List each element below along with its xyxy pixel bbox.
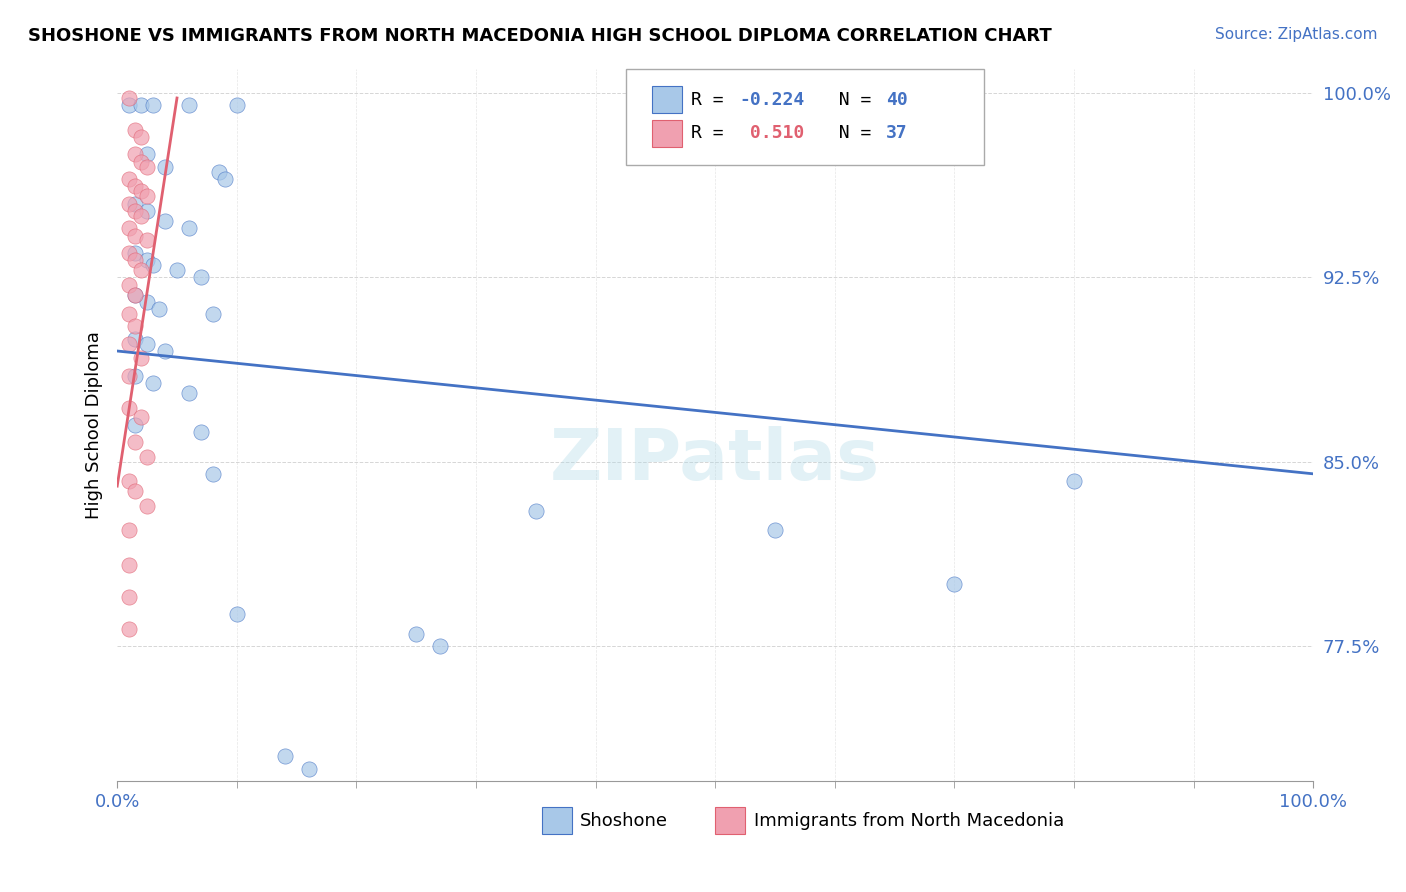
Point: [118, 401, 141, 415]
FancyBboxPatch shape: [626, 69, 984, 165]
Point: [118, 524, 141, 538]
Point: [177, 385, 200, 400]
Text: 37: 37: [886, 124, 908, 143]
Point: [129, 98, 152, 112]
Point: [118, 91, 141, 105]
Point: [124, 147, 146, 161]
Point: [177, 221, 200, 235]
Point: [208, 164, 231, 178]
Point: [136, 450, 159, 464]
Point: [429, 639, 451, 653]
Point: [136, 147, 159, 161]
Point: [201, 467, 224, 481]
Point: [129, 410, 152, 425]
Text: N =: N =: [817, 91, 882, 109]
Point: [118, 245, 141, 260]
Point: [225, 98, 247, 112]
Point: [166, 263, 188, 277]
Point: [129, 209, 152, 223]
Point: [225, 607, 247, 621]
Text: Source: ZipAtlas.com: Source: ZipAtlas.com: [1215, 27, 1378, 42]
Point: [153, 344, 176, 359]
Point: [118, 368, 141, 383]
Point: [136, 234, 159, 248]
Point: [142, 376, 165, 390]
Point: [297, 762, 319, 776]
Point: [524, 504, 547, 518]
Text: N =: N =: [817, 124, 882, 143]
Point: [136, 294, 159, 309]
Point: [136, 336, 159, 351]
Point: [136, 189, 159, 203]
Point: [124, 196, 146, 211]
Point: [124, 245, 146, 260]
Point: [118, 474, 141, 488]
Point: [190, 270, 212, 285]
Point: [124, 417, 146, 432]
Text: SHOSHONE VS IMMIGRANTS FROM NORTH MACEDONIA HIGH SCHOOL DIPLOMA CORRELATION CHAR: SHOSHONE VS IMMIGRANTS FROM NORTH MACEDO…: [28, 27, 1052, 45]
Point: [118, 196, 141, 211]
Y-axis label: High School Diploma: High School Diploma: [86, 331, 103, 518]
Point: [118, 590, 141, 604]
Point: [136, 499, 159, 513]
Point: [136, 253, 159, 268]
Point: [124, 483, 146, 498]
Point: [153, 160, 176, 174]
FancyBboxPatch shape: [652, 87, 682, 113]
Point: [118, 622, 141, 636]
Point: [129, 154, 152, 169]
Point: [124, 287, 146, 301]
Text: R =: R =: [692, 91, 735, 109]
Point: [201, 307, 224, 321]
Point: [129, 130, 152, 145]
Point: [124, 228, 146, 243]
Point: [118, 277, 141, 292]
Point: [405, 626, 427, 640]
FancyBboxPatch shape: [541, 807, 572, 834]
Point: [148, 302, 170, 317]
Point: [124, 253, 146, 268]
Point: [129, 185, 152, 199]
Text: 0.510: 0.510: [740, 124, 804, 143]
Point: [763, 524, 786, 538]
Point: [129, 351, 152, 366]
Point: [136, 160, 159, 174]
Point: [136, 204, 159, 219]
Point: [118, 172, 141, 186]
Point: [118, 558, 141, 572]
Point: [124, 287, 146, 301]
Point: [273, 749, 295, 764]
Point: [124, 434, 146, 449]
Text: 40: 40: [886, 91, 908, 109]
Text: Shoshone: Shoshone: [581, 812, 668, 830]
Point: [124, 332, 146, 346]
Text: R =: R =: [692, 124, 735, 143]
Point: [124, 204, 146, 219]
Point: [1063, 474, 1085, 488]
Text: Immigrants from North Macedonia: Immigrants from North Macedonia: [754, 812, 1064, 830]
FancyBboxPatch shape: [716, 807, 745, 834]
Point: [214, 172, 236, 186]
Point: [153, 214, 176, 228]
Point: [118, 221, 141, 235]
Point: [177, 98, 200, 112]
Point: [190, 425, 212, 439]
Point: [142, 98, 165, 112]
Text: ZIPatlas: ZIPatlas: [550, 425, 880, 495]
FancyBboxPatch shape: [652, 120, 682, 147]
Point: [124, 123, 146, 137]
Point: [124, 319, 146, 334]
Point: [124, 179, 146, 194]
Point: [129, 263, 152, 277]
Point: [943, 577, 966, 591]
Point: [118, 336, 141, 351]
Point: [118, 307, 141, 321]
Text: -0.224: -0.224: [740, 91, 804, 109]
Point: [142, 258, 165, 272]
Point: [118, 98, 141, 112]
Point: [124, 368, 146, 383]
